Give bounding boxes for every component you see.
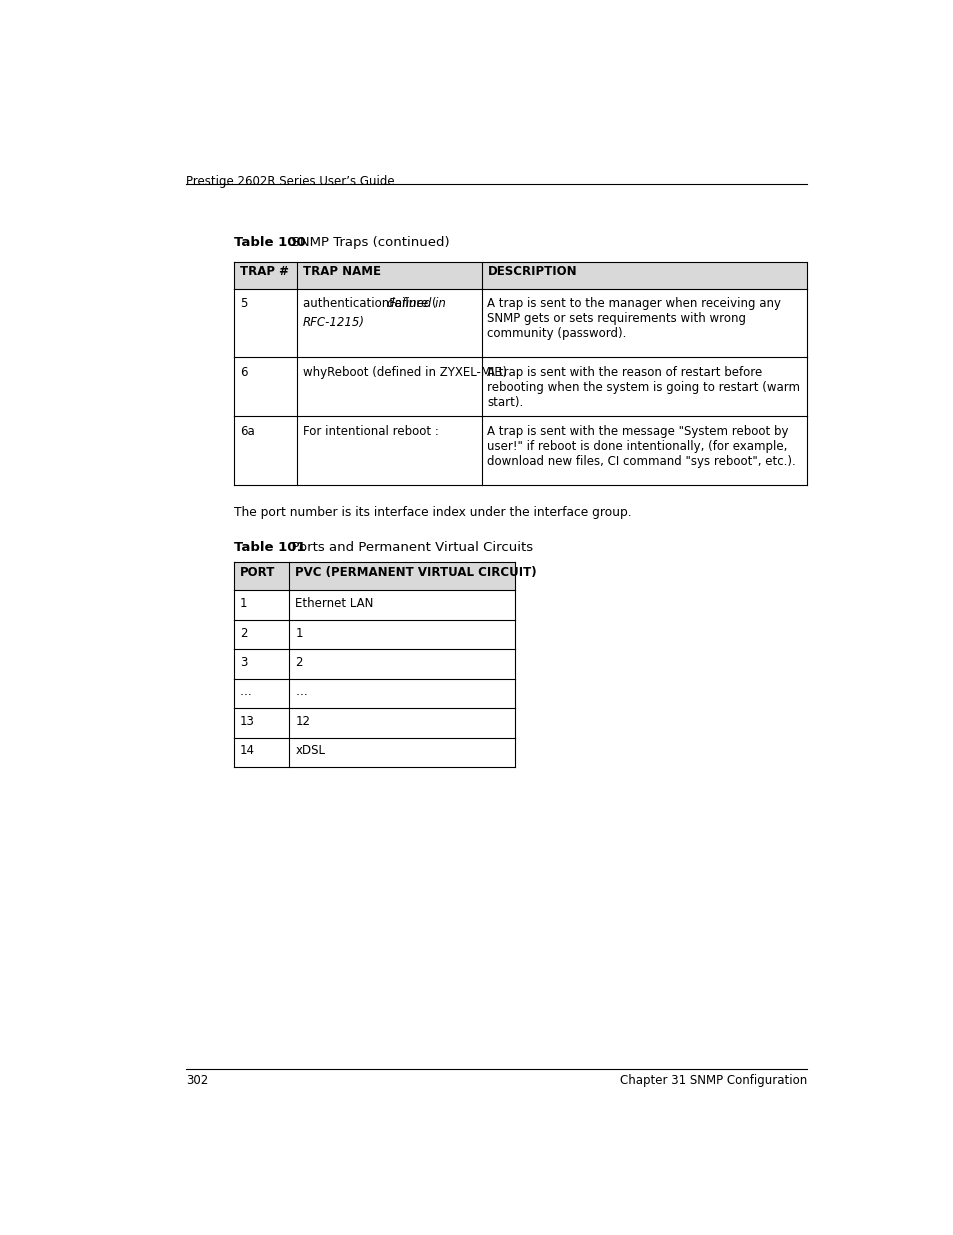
Text: 2: 2 bbox=[294, 656, 302, 669]
Text: DESCRIPTION: DESCRIPTION bbox=[487, 266, 577, 278]
Text: 12: 12 bbox=[294, 715, 310, 727]
Text: authenticationFailure (: authenticationFailure ( bbox=[302, 298, 436, 310]
Text: A trap is sent to the manager when receiving any
SNMP gets or sets requirements : A trap is sent to the manager when recei… bbox=[487, 298, 781, 341]
Text: Table 100: Table 100 bbox=[233, 236, 305, 248]
Text: A trap is sent with the message "System reboot by
user!" if reboot is done inten: A trap is sent with the message "System … bbox=[487, 425, 796, 468]
Text: …: … bbox=[294, 685, 307, 699]
Text: RFC-1215): RFC-1215) bbox=[302, 316, 364, 329]
Text: Chapter 31 SNMP Configuration: Chapter 31 SNMP Configuration bbox=[618, 1074, 806, 1088]
Text: xDSL: xDSL bbox=[294, 745, 325, 757]
Text: whyReboot (defined in ZYXEL-MIB): whyReboot (defined in ZYXEL-MIB) bbox=[302, 366, 506, 379]
Text: Ethernet LAN: Ethernet LAN bbox=[294, 597, 374, 610]
Text: Table 101: Table 101 bbox=[233, 541, 305, 555]
Text: 6: 6 bbox=[239, 366, 247, 379]
Text: 1: 1 bbox=[294, 626, 302, 640]
Text: 5: 5 bbox=[239, 298, 247, 310]
Text: 302: 302 bbox=[186, 1074, 208, 1088]
Text: TRAP NAME: TRAP NAME bbox=[302, 266, 380, 278]
Text: PVC (PERMANENT VIRTUAL CIRCUIT): PVC (PERMANENT VIRTUAL CIRCUIT) bbox=[294, 566, 537, 579]
Text: TRAP #: TRAP # bbox=[239, 266, 289, 278]
Text: 14: 14 bbox=[239, 745, 254, 757]
Text: 13: 13 bbox=[239, 715, 254, 727]
Text: 2: 2 bbox=[239, 626, 247, 640]
Bar bbox=[233, 562, 515, 590]
Text: 1: 1 bbox=[239, 597, 247, 610]
Text: Prestige 2602R Series User’s Guide: Prestige 2602R Series User’s Guide bbox=[186, 175, 394, 188]
Text: Ports and Permanent Virtual Circuits: Ports and Permanent Virtual Circuits bbox=[283, 541, 533, 555]
Text: PORT: PORT bbox=[239, 566, 274, 579]
Text: …: … bbox=[239, 685, 252, 699]
Text: For intentional reboot :: For intentional reboot : bbox=[302, 425, 438, 438]
Text: 3: 3 bbox=[239, 656, 247, 669]
Text: 6a: 6a bbox=[239, 425, 254, 438]
Text: defined in: defined in bbox=[387, 298, 445, 310]
Text: A trap is sent with the reason of restart before
rebooting when the system is go: A trap is sent with the reason of restar… bbox=[487, 366, 800, 409]
Text: SNMP Traps (continued): SNMP Traps (continued) bbox=[283, 236, 450, 248]
Text: The port number is its interface index under the interface group.: The port number is its interface index u… bbox=[233, 506, 631, 519]
Bar bbox=[233, 262, 806, 289]
